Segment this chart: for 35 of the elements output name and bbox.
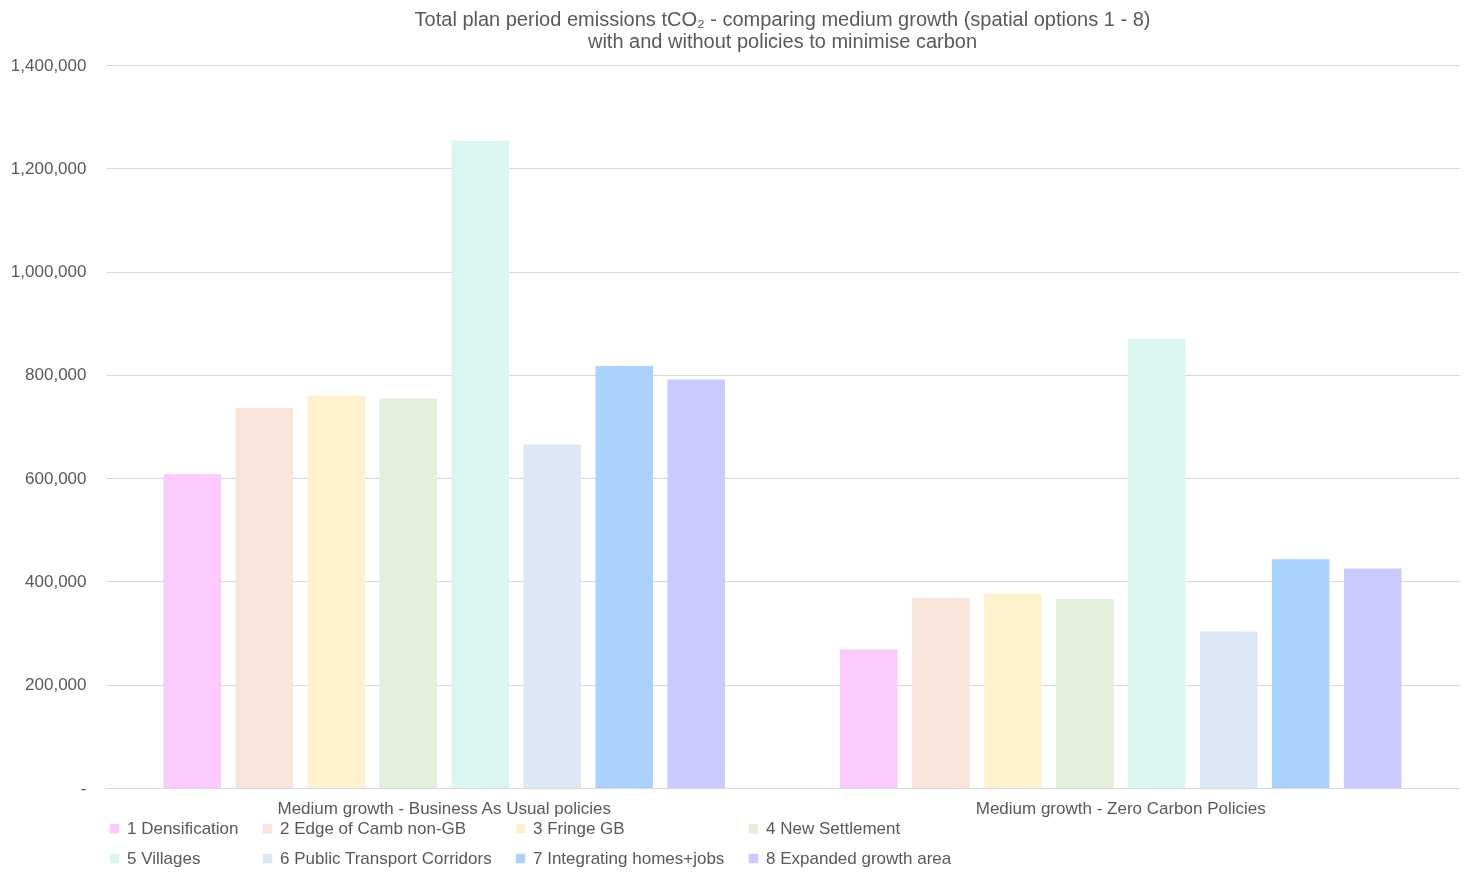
legend-label: 2 Edge of Camb non-GB <box>280 818 467 838</box>
chart-title: Total plan period emissions tCO₂ - comparing medium growth (spatial options 1 - 8) with and without policies to minimise carbon <box>414 8 1151 52</box>
legend-label: 6 Public Transport Corridors <box>280 848 492 868</box>
bar <box>1343 568 1402 788</box>
bar <box>1199 631 1258 788</box>
y-tick-label: 1,400,000 <box>10 55 87 75</box>
bar <box>523 444 582 788</box>
y-tick-label: 800,000 <box>25 365 87 385</box>
bar <box>1271 559 1330 788</box>
legend-label: 4 New Settlement <box>766 818 901 838</box>
bar <box>667 379 725 788</box>
bar <box>983 593 1042 788</box>
bar <box>307 395 366 788</box>
y-tick-label: 1,000,000 <box>10 262 87 282</box>
y-tick-label: 400,000 <box>25 571 87 591</box>
y-tick-label: 200,000 <box>25 675 87 695</box>
x-tick-label: Medium growth - Zero Carbon Policies <box>975 798 1266 818</box>
bar <box>163 474 222 788</box>
bar <box>235 407 294 788</box>
legend-label: 8 Expanded growth area <box>766 848 952 868</box>
y-tick-label: 600,000 <box>25 468 87 488</box>
bar <box>1127 338 1186 788</box>
x-tick-label: Medium growth - Business As Usual policies <box>277 798 612 818</box>
bar <box>911 597 970 788</box>
bar <box>379 398 438 788</box>
bar <box>1055 598 1114 788</box>
legend-label: 7 Integrating homes+jobs <box>533 848 725 868</box>
y-tick-label: 1,200,000 <box>10 158 87 178</box>
y-tick-label: - <box>80 778 87 798</box>
legend-label: 5 Villages <box>127 848 201 868</box>
bar <box>840 649 898 788</box>
legend-label: 1 Densification <box>127 818 239 838</box>
bar <box>595 366 654 788</box>
bar <box>451 140 510 788</box>
legend-label: 3 Fringe GB <box>533 818 625 838</box>
